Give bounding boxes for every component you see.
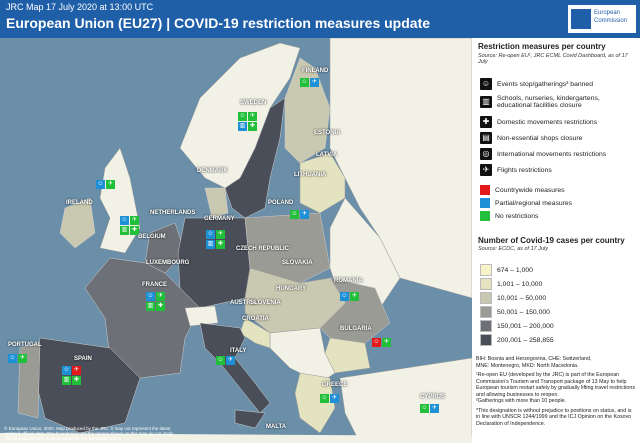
people-icon: ☺ [480, 78, 492, 90]
header-bar: JRC Map 17 July 2020 at 13:00 UTC Europe… [0, 0, 640, 38]
greece-measure-icons: ☺ ✈ [320, 394, 339, 403]
legend-cases-2: 1,001 – 10,000 [480, 278, 542, 290]
measures-legend-title: Restriction measures per country [478, 42, 606, 51]
europe-map: FINLAND SWEDEN ESTONIA LATVIA LITHUANIA … [0, 38, 472, 443]
european-commission-logo: European Commission [568, 5, 636, 33]
country-label-czech-republic: CZECH REPUBLIC [236, 246, 290, 252]
legend-panel: Restriction measures per country Source:… [472, 38, 640, 443]
legend-item-domestic: ✚ Domestic movements restrictions [480, 116, 597, 128]
romania-extra-icons: ☺ ✈ [372, 338, 391, 347]
country-label-slovakia: SLOVAKIA [282, 260, 313, 266]
cases-legend-title: Number of Covid-19 cases per country [478, 236, 625, 245]
sweden-measure-icons: ☺ ✈ ▥ ✚ [238, 112, 257, 131]
spain-measure-icons: ☺ ✈ ▥ ✚ [62, 366, 81, 385]
legend-cases-3: 10,001 – 50,000 [480, 292, 546, 304]
country-label-sweden: SWEDEN [240, 100, 267, 106]
globe-walk-icon: ◎ [480, 148, 492, 160]
legend-status-countrywide: Countrywide measures [480, 184, 565, 196]
country-label-france: FRANCE [142, 282, 167, 288]
country-label-belgium: BELGIUM [138, 234, 166, 240]
country-label-austria: AUSTRIA [230, 300, 257, 306]
country-label-estonia: ESTONIA [314, 130, 341, 136]
legend-item-schools: ▥ Schools, nurseries, kindergartens, educ… [480, 92, 627, 112]
country-label-netherlands: NETHERLANDS [150, 210, 196, 216]
ireland-measure-icons: ☺ ✈ [96, 180, 115, 189]
legend-cases-6: 200,001 – 258,855 [480, 334, 554, 346]
country-label-slovenia: SLOVENIA [250, 300, 281, 306]
eu-flag-icon [571, 9, 591, 29]
country-label-germany: GERMANY [204, 216, 235, 222]
country-label-croatia: CROATIA [242, 316, 269, 322]
germany-measure-icons: ☺ ✈ ▥ ✚ [206, 230, 225, 249]
map-copyright: © European Union, 2020. Map produced by … [4, 426, 174, 441]
measures-source: Source: Re-open EU¹, JRC ECML Covid Dash… [478, 53, 628, 65]
legend-item-shops: ▤ Non-essential shops closure [480, 132, 582, 144]
country-label-poland: POLAND [268, 200, 294, 206]
map-date-subtitle: JRC Map 17 July 2020 at 13:00 UTC [6, 2, 154, 12]
country-label-italy: ITALY [230, 348, 247, 354]
plane-icon: ✈ [480, 164, 492, 176]
country-label-romania: ROMANIA [334, 278, 363, 284]
walk-icon: ✚ [480, 116, 492, 128]
romania-measure-icons: ☺ ✈ [340, 292, 359, 301]
legend-item-flights: ✈ Flights restrictions [480, 164, 552, 176]
country-label-lithuania: LITHUANIA [294, 172, 327, 178]
portugal-measure-icons: ☺ ✈ [8, 354, 27, 363]
legend-status-partial: Partial/regional measures [480, 197, 572, 209]
legend-status-none: No restrictions [480, 210, 538, 222]
shop-icon: ▤ [480, 132, 492, 144]
country-label-finland: FINLAND [302, 68, 329, 74]
legend-cases-5: 150,001 – 200,000 [480, 320, 554, 332]
country-label-portugal: PORTUGAL [8, 342, 42, 348]
country-label-ireland: IRELAND [66, 200, 93, 206]
netherlands-measure-icons: ☺ ✈ ▥ ✚ [120, 216, 139, 235]
map-title: European Union (EU27) | COVID-19 restric… [6, 15, 431, 31]
map-shapes [0, 38, 472, 443]
italy-measure-icons: ☺ ✈ [216, 356, 235, 365]
cases-source: Source: ECDC, as of 17 July [478, 246, 549, 252]
country-label-greece: GREECE [322, 382, 348, 388]
cyprus-measure-icons: ☺ ✈ [420, 404, 439, 413]
country-label-denmark: DENMARK [197, 168, 228, 174]
legend-cases-4: 50,001 – 150,000 [480, 306, 550, 318]
school-icon: ▥ [480, 96, 492, 108]
country-label-cyprus: CYPRUS [420, 394, 446, 400]
legend-item-international: ◎ International movements restrictions [480, 148, 606, 160]
country-label-hungary: HUNGARY [276, 286, 307, 292]
legend-item-events: ☺ Events stop/gatherings² banned [480, 78, 593, 90]
legend-cases-1: 674 – 1,000 [480, 264, 533, 276]
country-label-latvia: LATVIA [316, 152, 338, 158]
country-label-spain: SPAIN [74, 356, 92, 362]
country-label-bulgaria: BULGARIA [340, 326, 372, 332]
finland-measure-icons: ☺ ✈ [300, 78, 319, 87]
poland-measure-icons: ☺ ✈ [290, 210, 309, 219]
france-measure-icons: ☺ ✈ ▥ ✚ [146, 292, 165, 311]
legend-notes: BIH: Bosnia and Herzegovina, CHE: Switze… [476, 356, 635, 427]
country-label-luxembourg: LUXEMBOURG [146, 260, 190, 266]
country-label-malta: MALTA [266, 424, 287, 430]
